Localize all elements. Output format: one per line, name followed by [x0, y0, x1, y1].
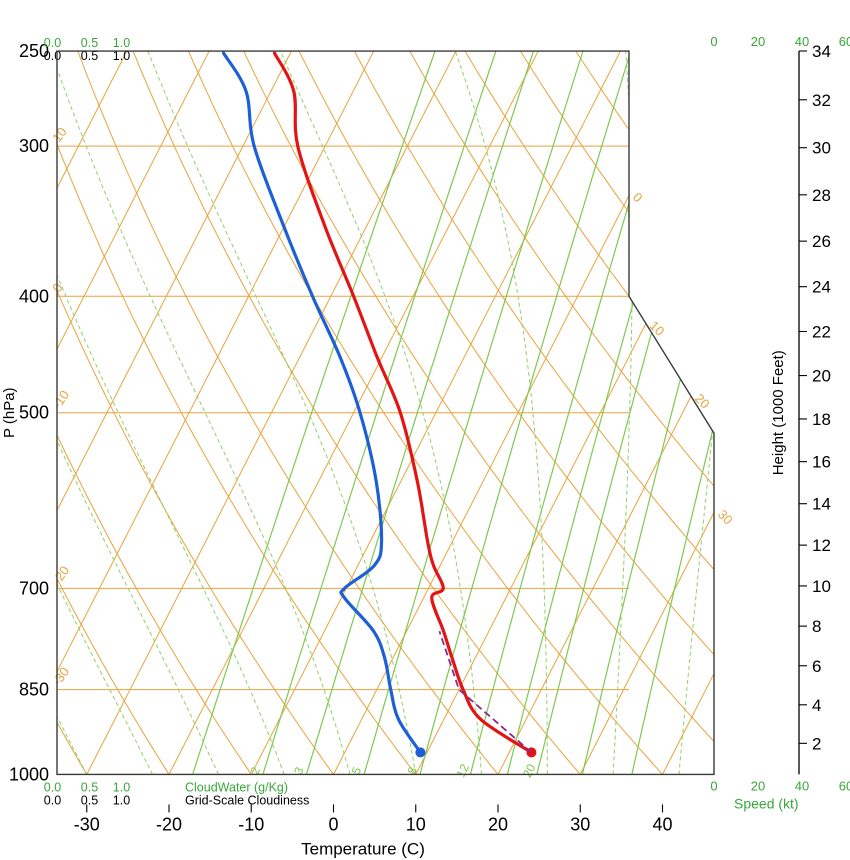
svg-text:Height (1000 Feet): Height (1000 Feet) [770, 350, 787, 475]
svg-text:22: 22 [812, 322, 831, 341]
svg-text:20: 20 [488, 814, 508, 834]
svg-text:-10: -10 [238, 814, 264, 834]
svg-text:1.0: 1.0 [113, 36, 130, 50]
svg-text:14: 14 [812, 495, 831, 514]
svg-text:0.0: 0.0 [44, 36, 61, 50]
svg-text:6: 6 [812, 657, 821, 676]
svg-text:4: 4 [812, 696, 821, 715]
svg-text:20: 20 [812, 367, 831, 386]
svg-text:0.5: 0.5 [81, 793, 98, 807]
svg-text:0.0: 0.0 [44, 780, 61, 794]
svg-text:Speed (kt): Speed (kt) [734, 795, 799, 811]
svg-text:0: 0 [328, 814, 338, 834]
svg-text:16: 16 [812, 453, 831, 472]
svg-text:-30: -30 [74, 814, 100, 834]
svg-text:20: 20 [751, 778, 765, 793]
svg-text:32: 32 [812, 91, 831, 110]
svg-text:30: 30 [812, 139, 831, 158]
svg-text:60: 60 [839, 778, 850, 793]
svg-text:10: 10 [812, 577, 831, 596]
svg-text:Temperature (C): Temperature (C) [301, 839, 425, 858]
svg-text:26: 26 [812, 232, 831, 251]
svg-text:0: 0 [710, 778, 717, 793]
svg-text:2: 2 [812, 734, 821, 753]
svg-text:40: 40 [795, 34, 809, 49]
svg-text:1.0: 1.0 [113, 780, 130, 794]
svg-text:40: 40 [795, 778, 809, 793]
svg-text:28: 28 [812, 186, 831, 205]
svg-text:30: 30 [715, 507, 736, 528]
svg-text:34: 34 [812, 42, 831, 61]
svg-text:30: 30 [570, 814, 590, 834]
svg-text:500: 500 [19, 403, 49, 423]
svg-text:0.0: 0.0 [44, 793, 61, 807]
svg-text:10: 10 [406, 814, 426, 834]
svg-text:Grid-Scale Cloudiness: Grid-Scale Cloudiness [185, 793, 309, 807]
svg-text:0.5: 0.5 [81, 780, 98, 794]
svg-text:P (hPa): P (hPa) [1, 387, 18, 438]
svg-text:60: 60 [839, 34, 850, 49]
svg-text:8: 8 [812, 617, 821, 636]
svg-text:400: 400 [19, 286, 49, 306]
svg-text:20: 20 [751, 34, 765, 49]
svg-text:0: 0 [630, 190, 646, 206]
svg-text:300: 300 [19, 136, 49, 156]
svg-text:1.0: 1.0 [113, 793, 130, 807]
svg-text:-20: -20 [156, 814, 182, 834]
svg-text:24: 24 [812, 278, 831, 297]
svg-text:700: 700 [19, 578, 49, 598]
svg-text:18: 18 [812, 410, 831, 429]
svg-text:0: 0 [710, 34, 717, 49]
svg-text:850: 850 [19, 680, 49, 700]
svg-text:40: 40 [652, 814, 672, 834]
svg-text:12: 12 [812, 536, 831, 555]
svg-text:CloudWater (g/Kg): CloudWater (g/Kg) [185, 780, 288, 794]
svg-text:0.5: 0.5 [81, 36, 98, 50]
